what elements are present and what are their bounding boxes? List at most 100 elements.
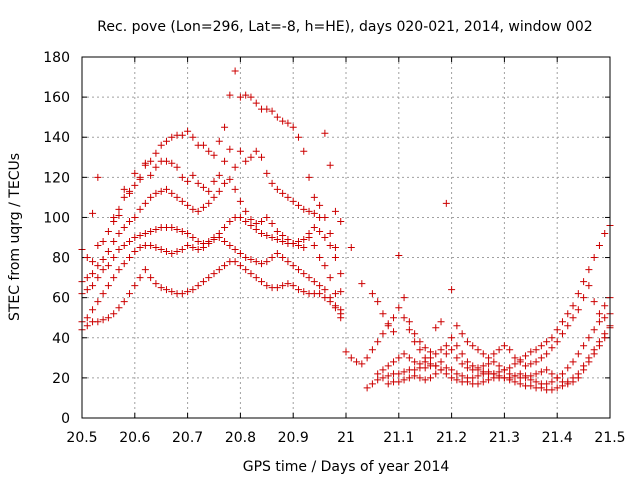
- y-tick-labels: 0 20 40 60 80 100 120 140 160 180: [43, 50, 70, 427]
- data-point: [384, 372, 392, 380]
- data-point: [426, 374, 434, 382]
- x-tick-label: 21.1: [383, 430, 414, 446]
- data-point: [147, 193, 155, 201]
- data-point: [390, 328, 398, 336]
- data-point: [126, 290, 134, 298]
- data-point: [390, 358, 398, 366]
- data-point: [284, 119, 292, 127]
- data-point: [558, 330, 566, 338]
- data-point: [432, 350, 440, 358]
- data-point: [210, 177, 218, 185]
- data-point: [242, 157, 250, 165]
- data-point: [395, 304, 403, 312]
- data-point: [379, 310, 387, 318]
- data-point: [390, 314, 398, 322]
- data-point: [199, 183, 207, 191]
- data-point: [548, 386, 556, 394]
- data-point: [210, 270, 218, 278]
- y-tick-label: 40: [52, 331, 70, 347]
- data-point: [395, 370, 403, 378]
- data-point: [331, 254, 339, 262]
- data-point: [532, 358, 540, 366]
- data-point: [83, 322, 91, 330]
- data-point: [247, 153, 255, 161]
- data-point: [310, 209, 318, 217]
- data-point: [141, 229, 149, 237]
- data-point: [601, 334, 609, 342]
- data-point: [458, 372, 466, 380]
- data-point: [448, 366, 456, 374]
- data-point: [590, 298, 598, 306]
- data-point: [374, 298, 382, 306]
- data-point: [368, 346, 376, 354]
- data-point: [236, 147, 244, 155]
- data-point: [120, 260, 128, 268]
- data-point: [485, 360, 493, 368]
- data-point: [400, 376, 408, 384]
- data-point: [331, 207, 339, 215]
- data-point: [157, 284, 165, 292]
- data-point: [205, 187, 213, 195]
- data-point: [395, 252, 403, 260]
- data-series: [78, 67, 345, 296]
- data-point: [231, 246, 239, 254]
- data-point: [458, 350, 466, 358]
- x-tick-label: 21.2: [436, 430, 467, 446]
- data-point: [184, 201, 192, 209]
- data-point: [141, 266, 149, 274]
- data-point: [263, 169, 271, 177]
- data-point: [104, 282, 112, 290]
- data-point: [580, 366, 588, 374]
- data-point: [136, 205, 144, 213]
- data-point: [263, 282, 271, 290]
- data-point: [162, 286, 170, 294]
- data-point: [585, 282, 593, 290]
- data-point: [395, 378, 403, 386]
- data-point: [173, 193, 181, 201]
- data-point: [405, 354, 413, 362]
- data-point: [152, 163, 160, 171]
- data-point: [94, 242, 102, 250]
- y-tick-label: 80: [52, 251, 70, 267]
- data-point: [553, 384, 561, 392]
- data-point: [358, 280, 366, 288]
- data-point: [215, 266, 223, 274]
- data-point: [405, 374, 413, 382]
- data-point: [99, 316, 107, 324]
- data-point: [400, 368, 408, 376]
- data-point: [300, 270, 308, 278]
- x-tick-label: 20.9: [278, 430, 309, 446]
- x-tick-label: 20.6: [119, 430, 150, 446]
- data-point: [548, 370, 556, 378]
- data-point: [236, 262, 244, 270]
- data-point: [89, 258, 97, 266]
- data-point: [495, 372, 503, 380]
- data-point: [89, 306, 97, 314]
- x-tick-label: 21.5: [594, 430, 625, 446]
- data-point: [453, 354, 461, 362]
- data-point: [564, 322, 572, 330]
- data-point: [173, 248, 181, 256]
- data-point: [189, 244, 197, 252]
- data-point: [279, 189, 287, 197]
- data-point: [448, 334, 456, 342]
- data-point: [242, 207, 250, 215]
- data-point: [590, 350, 598, 358]
- data-point: [537, 354, 545, 362]
- x-tick-label: 20.7: [172, 430, 203, 446]
- data-point: [147, 157, 155, 165]
- data-point: [548, 344, 556, 352]
- data-point: [321, 286, 329, 294]
- data-point: [115, 211, 123, 219]
- data-point: [147, 242, 155, 250]
- y-tick-label: 0: [61, 411, 70, 427]
- data-point: [194, 246, 202, 254]
- data-point: [247, 93, 255, 101]
- data-point: [136, 274, 144, 282]
- data-point: [178, 246, 186, 254]
- data-point: [178, 227, 186, 235]
- data-point: [353, 358, 361, 366]
- chart-title: Rec. pove (Lon=296, Lat=-8, h=HE), days …: [97, 19, 592, 35]
- y-tick-label: 160: [43, 90, 70, 106]
